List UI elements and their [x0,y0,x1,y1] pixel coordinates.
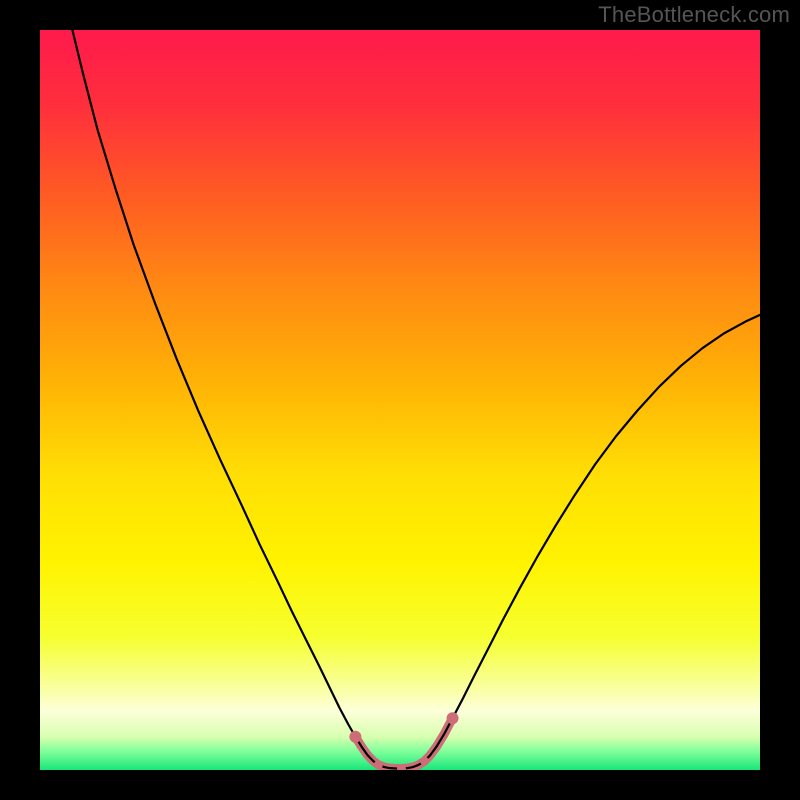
watermark-text: TheBottleneck.com [598,2,790,28]
valley-marker-dot [420,757,429,766]
chart-frame: TheBottleneck.com [0,0,800,800]
plot-area [40,30,760,770]
valley-marker-dot [374,760,383,769]
valley-marker-dot [349,731,361,743]
valley-marker-dot [447,712,459,724]
gradient-background [40,30,760,770]
chart-svg [40,30,760,770]
